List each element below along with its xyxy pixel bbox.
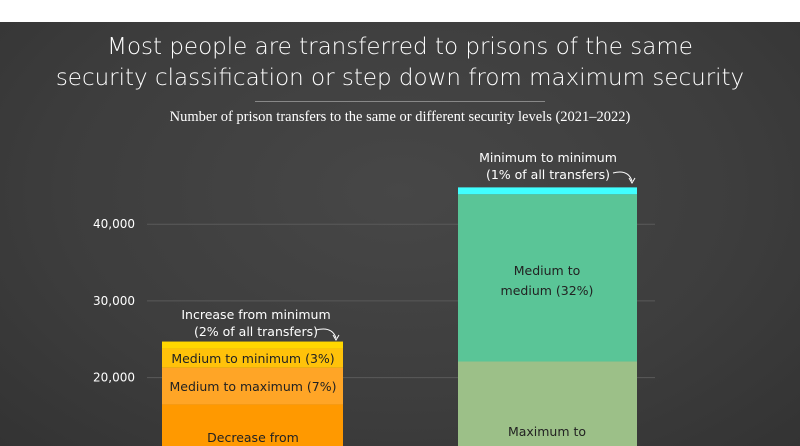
annotation-right-line-1: Minimum to minimum — [479, 150, 617, 165]
arrow-icon — [315, 328, 337, 339]
segment-label-medium-to-medium-1: Medium to — [514, 263, 581, 278]
title-line-1: Most people are transferred to prisons o… — [107, 34, 693, 60]
chart-title: Most people are transferred to prisons o… — [0, 32, 800, 94]
chart-area: Most people are transferred to prisons o… — [0, 22, 800, 446]
title-line-2: security classification or step down fro… — [55, 65, 745, 91]
arrowhead-icon — [332, 334, 340, 341]
arrowhead-icon — [628, 177, 636, 184]
bar-1-segment-4 — [162, 341, 343, 349]
segment-label-medium-to-medium-2: medium (32%) — [501, 283, 594, 298]
annotation-left-line-1: Increase from minimum — [181, 307, 330, 322]
bar-2-segment-2 — [458, 194, 637, 362]
y-tick-label: 20,000 — [93, 371, 135, 385]
bar-2-segment-3 — [458, 187, 637, 195]
title-divider — [255, 101, 545, 102]
segment-label-decrease: Decrease from — [207, 430, 299, 445]
annotation-right-line-2: (1% of all transfers) — [486, 167, 610, 182]
arrow-icon — [612, 171, 633, 182]
y-tick-label: 30,000 — [93, 294, 135, 308]
bar-1-segment-2 — [162, 367, 343, 405]
bar-1-segment-3 — [162, 348, 343, 368]
chart-subtitle: Number of prison transfers to the same o… — [169, 109, 631, 125]
bar-1-segment-1 — [162, 404, 343, 446]
stacked-bar-chart: 20,000 30,000 40,000 Increase from minimum… — [93, 150, 655, 446]
bar-2-segment-1 — [458, 361, 637, 446]
segment-label-medium-to-minimum: Medium to minimum (3%) — [171, 351, 334, 366]
top-bar — [0, 0, 800, 22]
y-tick-label: 40,000 — [93, 217, 135, 231]
annotation-left-line-2: (2% of all transfers) — [194, 324, 318, 339]
segment-label-maximum-to: Maximum to — [508, 424, 586, 439]
segment-label-medium-to-maximum: Medium to maximum (7%) — [169, 379, 336, 394]
